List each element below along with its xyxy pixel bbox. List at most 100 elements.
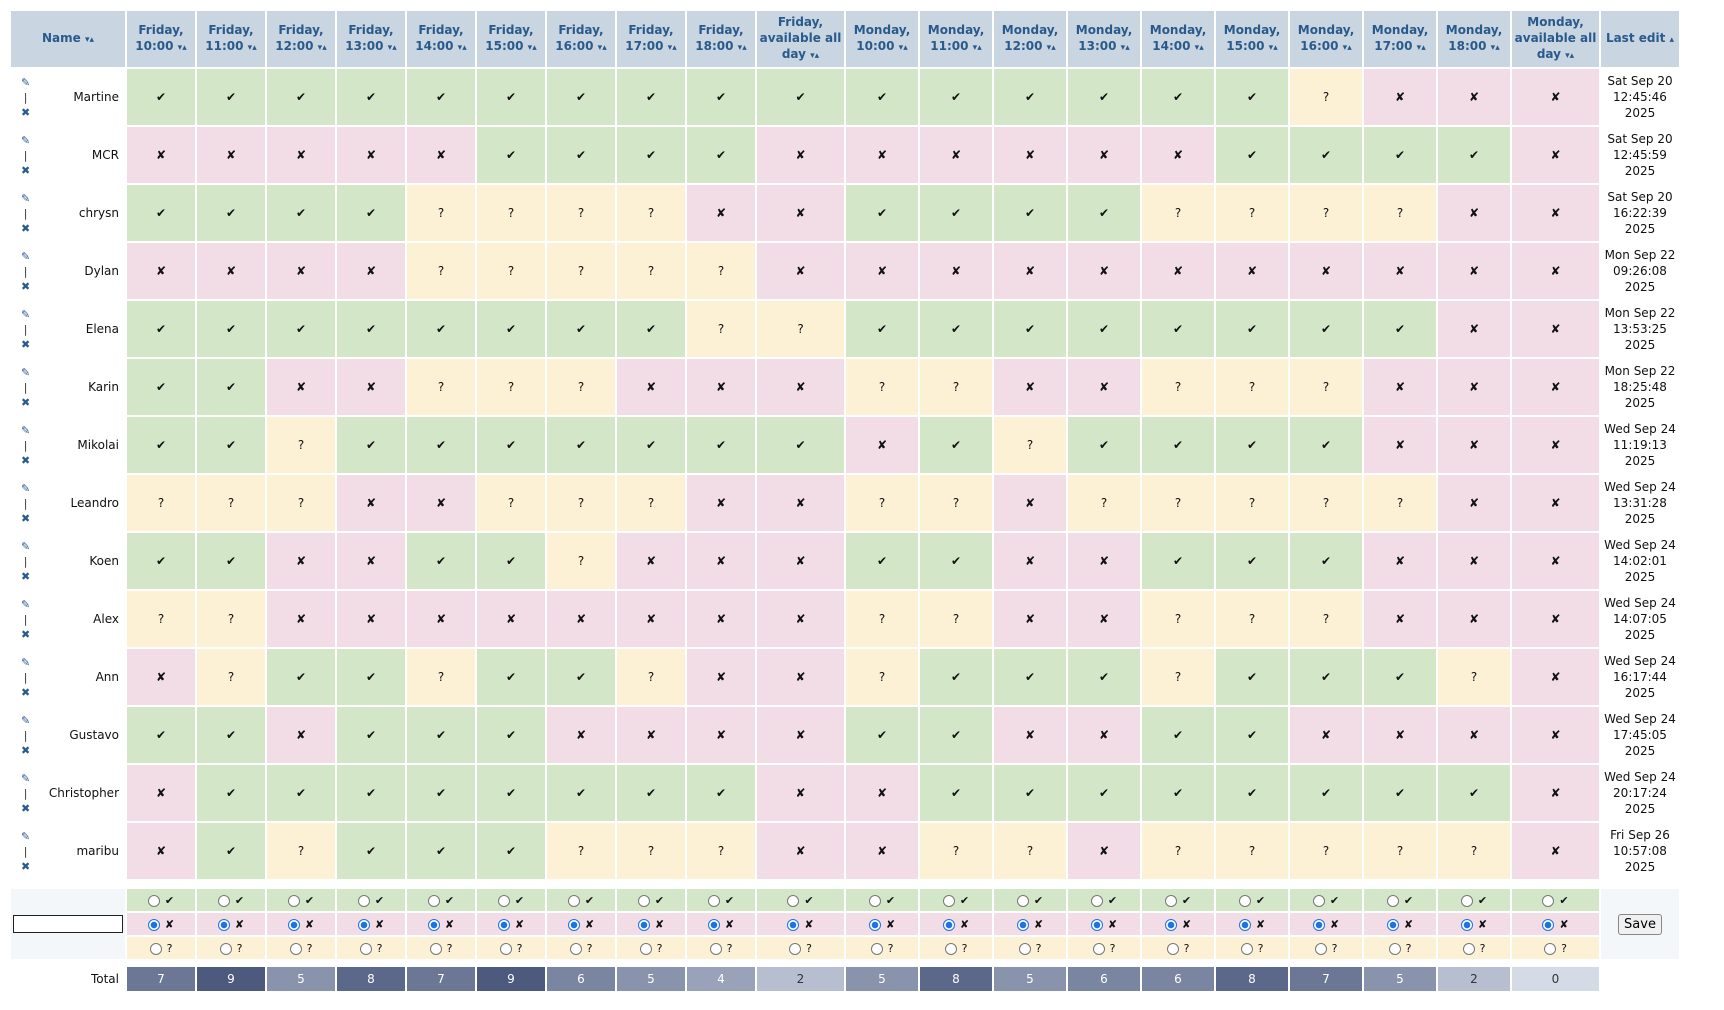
radio-yes[interactable] bbox=[1542, 894, 1555, 907]
radio-no[interactable] bbox=[147, 918, 160, 931]
sort-icon[interactable]: ▾▴ bbox=[1120, 43, 1130, 53]
radio-maybe[interactable] bbox=[569, 942, 582, 955]
radio-yes[interactable] bbox=[1312, 894, 1325, 907]
slot-header-2[interactable]: Friday, 12:00 ▾▴ bbox=[267, 11, 335, 67]
sort-icon[interactable]: ▾▴ bbox=[737, 43, 747, 53]
save-button[interactable]: Save bbox=[1618, 913, 1662, 935]
radio-yes[interactable] bbox=[1164, 894, 1177, 907]
radio-yes[interactable] bbox=[1460, 894, 1473, 907]
radio-maybe[interactable] bbox=[149, 942, 162, 955]
delete-icon[interactable]: ✖ bbox=[21, 222, 31, 235]
radio-maybe[interactable] bbox=[499, 942, 512, 955]
radio-yes[interactable] bbox=[147, 894, 160, 907]
slot-header-8[interactable]: Friday, 18:00 ▾▴ bbox=[687, 11, 755, 67]
slot-header-11[interactable]: Monday, 11:00 ▾▴ bbox=[920, 11, 992, 67]
delete-icon[interactable]: ✖ bbox=[21, 570, 31, 583]
radio-no[interactable] bbox=[637, 918, 650, 931]
sort-icon[interactable]: ▾▴ bbox=[667, 43, 677, 53]
delete-icon[interactable]: ✖ bbox=[21, 106, 31, 119]
delete-icon[interactable]: ✖ bbox=[21, 338, 31, 351]
slot-header-13[interactable]: Monday, 13:00 ▾▴ bbox=[1068, 11, 1140, 67]
radio-maybe[interactable] bbox=[1018, 942, 1031, 955]
slot-header-17[interactable]: Monday, 17:00 ▾▴ bbox=[1364, 11, 1436, 67]
radio-no[interactable] bbox=[287, 918, 300, 931]
sort-icon[interactable]: ▾▴ bbox=[1565, 51, 1575, 61]
slot-header-10[interactable]: Monday, 10:00 ▾▴ bbox=[846, 11, 918, 67]
radio-yes[interactable] bbox=[942, 894, 955, 907]
slot-header-0[interactable]: Friday, 10:00 ▾▴ bbox=[127, 11, 195, 67]
last-edit-column-header[interactable]: Last edit ▴ bbox=[1601, 11, 1679, 67]
radio-yes[interactable] bbox=[287, 894, 300, 907]
name-column-header[interactable]: Name ▾▴ bbox=[11, 11, 125, 67]
slot-header-14[interactable]: Monday, 14:00 ▾▴ bbox=[1142, 11, 1214, 67]
radio-no[interactable] bbox=[357, 918, 370, 931]
slot-header-4[interactable]: Friday, 14:00 ▾▴ bbox=[407, 11, 475, 67]
sort-icon[interactable]: ▾▴ bbox=[972, 43, 982, 53]
radio-no[interactable] bbox=[217, 918, 230, 931]
radio-yes[interactable] bbox=[637, 894, 650, 907]
radio-yes[interactable] bbox=[1238, 894, 1251, 907]
radio-no[interactable] bbox=[787, 918, 800, 931]
sort-icon[interactable]: ▾▴ bbox=[1416, 43, 1426, 53]
edit-icon[interactable]: ✎ bbox=[21, 308, 31, 321]
radio-yes[interactable] bbox=[868, 894, 881, 907]
radio-no[interactable] bbox=[1542, 918, 1555, 931]
radio-maybe[interactable] bbox=[1462, 942, 1475, 955]
delete-icon[interactable]: ✖ bbox=[21, 802, 31, 815]
radio-maybe[interactable] bbox=[789, 942, 802, 955]
radio-no[interactable] bbox=[707, 918, 720, 931]
edit-icon[interactable]: ✎ bbox=[21, 714, 31, 727]
slot-header-1[interactable]: Friday, 11:00 ▾▴ bbox=[197, 11, 265, 67]
radio-no[interactable] bbox=[427, 918, 440, 931]
radio-no[interactable] bbox=[1386, 918, 1399, 931]
sort-icon[interactable]: ▾▴ bbox=[1194, 43, 1204, 53]
edit-icon[interactable]: ✎ bbox=[21, 192, 31, 205]
edit-icon[interactable]: ✎ bbox=[21, 250, 31, 263]
radio-maybe[interactable] bbox=[1240, 942, 1253, 955]
radio-no[interactable] bbox=[1460, 918, 1473, 931]
radio-yes[interactable] bbox=[497, 894, 510, 907]
sort-icon[interactable]: ▾▴ bbox=[457, 43, 467, 53]
slot-header-19[interactable]: Monday, available all day ▾▴ bbox=[1512, 11, 1599, 67]
name-input[interactable] bbox=[13, 915, 123, 933]
sort-icon[interactable]: ▾▴ bbox=[810, 51, 820, 61]
slot-header-6[interactable]: Friday, 16:00 ▾▴ bbox=[547, 11, 615, 67]
radio-no[interactable] bbox=[1238, 918, 1251, 931]
sort-icon[interactable]: ▾▴ bbox=[177, 43, 187, 53]
slot-header-9[interactable]: Friday, available all day ▾▴ bbox=[757, 11, 844, 67]
radio-maybe[interactable] bbox=[944, 942, 957, 955]
radio-maybe[interactable] bbox=[870, 942, 883, 955]
radio-no[interactable] bbox=[567, 918, 580, 931]
radio-maybe[interactable] bbox=[709, 942, 722, 955]
edit-icon[interactable]: ✎ bbox=[21, 134, 31, 147]
radio-yes[interactable] bbox=[567, 894, 580, 907]
sort-icon[interactable]: ▾▴ bbox=[1046, 43, 1056, 53]
edit-icon[interactable]: ✎ bbox=[21, 482, 31, 495]
radio-no[interactable] bbox=[1090, 918, 1103, 931]
radio-no[interactable] bbox=[868, 918, 881, 931]
radio-no[interactable] bbox=[1312, 918, 1325, 931]
radio-yes[interactable] bbox=[787, 894, 800, 907]
edit-icon[interactable]: ✎ bbox=[21, 424, 31, 437]
sort-icon[interactable]: ▾▴ bbox=[387, 43, 397, 53]
radio-maybe[interactable] bbox=[219, 942, 232, 955]
sort-icon[interactable]: ▾▴ bbox=[898, 43, 908, 53]
radio-maybe[interactable] bbox=[1092, 942, 1105, 955]
radio-maybe[interactable] bbox=[1544, 942, 1557, 955]
delete-icon[interactable]: ✖ bbox=[21, 686, 31, 699]
radio-yes[interactable] bbox=[427, 894, 440, 907]
sort-icon[interactable]: ▾▴ bbox=[247, 43, 257, 53]
radio-maybe[interactable] bbox=[1314, 942, 1327, 955]
sort-icon[interactable]: ▾▴ bbox=[597, 43, 607, 53]
radio-no[interactable] bbox=[497, 918, 510, 931]
slot-header-15[interactable]: Monday, 15:00 ▾▴ bbox=[1216, 11, 1288, 67]
radio-maybe[interactable] bbox=[429, 942, 442, 955]
radio-yes[interactable] bbox=[1090, 894, 1103, 907]
delete-icon[interactable]: ✖ bbox=[21, 744, 31, 757]
radio-yes[interactable] bbox=[707, 894, 720, 907]
slot-header-12[interactable]: Monday, 12:00 ▾▴ bbox=[994, 11, 1066, 67]
edit-icon[interactable]: ✎ bbox=[21, 656, 31, 669]
radio-yes[interactable] bbox=[217, 894, 230, 907]
sort-icon[interactable]: ▾▴ bbox=[317, 43, 327, 53]
radio-yes[interactable] bbox=[1386, 894, 1399, 907]
